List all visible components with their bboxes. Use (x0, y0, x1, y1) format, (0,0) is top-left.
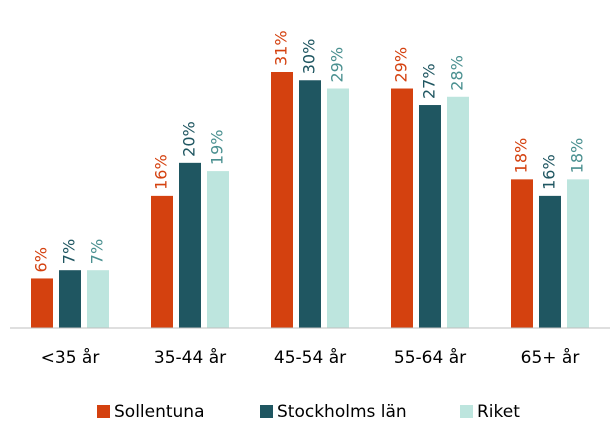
data-label: 16% (540, 154, 559, 190)
bar (391, 88, 413, 328)
data-label: 16% (152, 154, 171, 190)
legend-swatch (97, 405, 110, 418)
data-label: 29% (392, 47, 411, 83)
bar (539, 195, 561, 328)
data-label: 7% (60, 239, 79, 264)
data-label: 6% (32, 247, 51, 272)
x-tick-label: 55-64 år (394, 347, 466, 368)
data-label: 7% (88, 239, 107, 264)
legend-label: Stockholms län (277, 402, 407, 421)
data-label: 28% (448, 55, 467, 91)
bar (59, 270, 81, 328)
x-tick-label: 65+ år (521, 347, 580, 368)
data-label: 18% (512, 138, 531, 174)
bar (179, 162, 201, 328)
data-label: 20% (180, 121, 199, 157)
bar (299, 80, 321, 329)
bar (511, 179, 533, 328)
legend-label: Riket (477, 402, 520, 421)
data-label: 19% (208, 130, 227, 166)
legend-swatch (260, 405, 273, 418)
bar (327, 88, 349, 328)
data-label: 29% (328, 47, 347, 83)
legend-label: Sollentuna (114, 402, 205, 421)
data-label: 27% (420, 63, 439, 99)
bar (31, 278, 53, 328)
bar (207, 171, 229, 328)
bar (271, 72, 293, 328)
x-tick-label: 45-54 år (274, 347, 346, 368)
x-tick-label: 35-44 år (154, 347, 226, 368)
bar (447, 96, 469, 328)
data-label: 30% (300, 39, 319, 75)
bar (87, 270, 109, 328)
bar (419, 105, 441, 328)
data-label: 31% (272, 30, 291, 66)
x-tick-label: <35 år (41, 347, 100, 368)
bar (151, 195, 173, 328)
data-label: 18% (568, 138, 587, 174)
legend-swatch (460, 405, 473, 418)
bar (567, 179, 589, 328)
